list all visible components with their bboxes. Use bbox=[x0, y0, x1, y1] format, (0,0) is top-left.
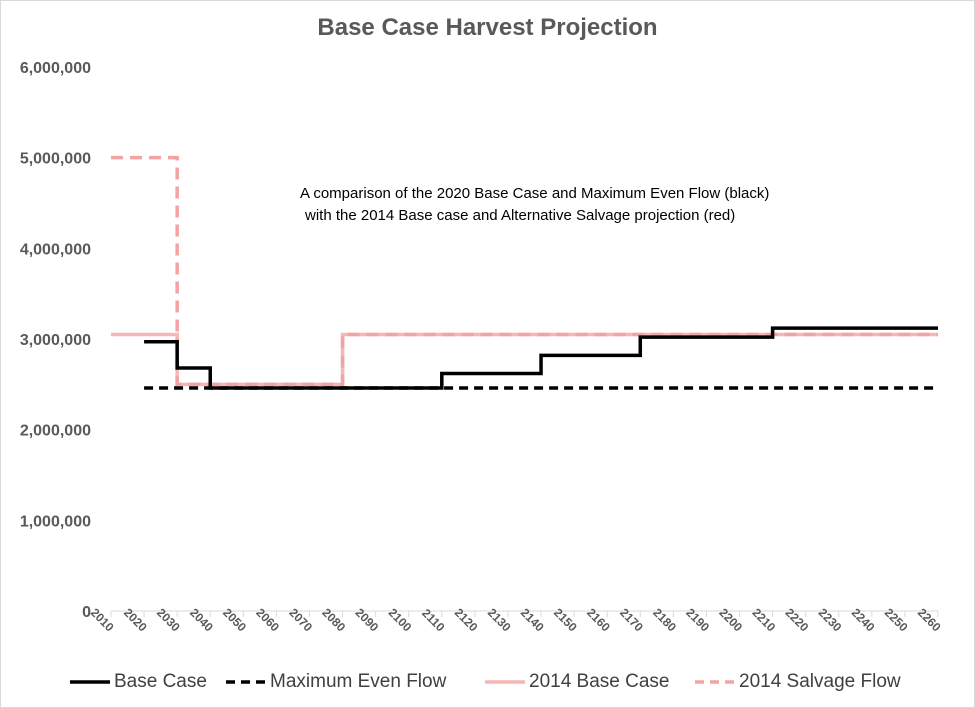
x-tick-label: 2150 bbox=[551, 606, 580, 635]
x-tick-label: 2160 bbox=[584, 606, 613, 635]
x-tick-label: 2090 bbox=[353, 606, 382, 635]
y-tick-label: 2,000,000 bbox=[20, 423, 91, 440]
legend-item: Maximum Even Flow bbox=[226, 664, 446, 700]
legend-label: 2014 Base Case bbox=[529, 671, 670, 692]
x-tick-label: 2020 bbox=[121, 606, 150, 635]
y-tick-label: 0 bbox=[82, 604, 91, 621]
x-tick-label: 2180 bbox=[650, 606, 679, 635]
x-tick-label: 2040 bbox=[187, 606, 216, 635]
y-tick-label: 5,000,000 bbox=[20, 151, 91, 168]
x-tick-label: 2190 bbox=[683, 606, 712, 635]
series-layer bbox=[111, 155, 938, 390]
annotation-line-2: with the 2014 Base case and Alternative … bbox=[305, 207, 736, 224]
legend-item: Base Case bbox=[70, 664, 207, 700]
x-tick-label: 2230 bbox=[816, 606, 845, 635]
x-tick-label: 2010 bbox=[88, 606, 117, 635]
y-tick-label: 4,000,000 bbox=[20, 241, 91, 258]
legend-swatch bbox=[695, 680, 735, 684]
legend-item: 2014 Base Case bbox=[485, 664, 670, 700]
x-tick-label: 2250 bbox=[882, 606, 911, 635]
chart-title: Base Case Harvest Projection bbox=[317, 14, 658, 41]
x-tick-label: 2050 bbox=[220, 606, 249, 635]
x-tick-label: 2210 bbox=[749, 606, 778, 635]
y-tick-label: 1,000,000 bbox=[20, 513, 91, 530]
x-tick-label: 2070 bbox=[286, 606, 315, 635]
y-tick-label: 3,000,000 bbox=[20, 332, 91, 349]
x-tick-label: 2140 bbox=[518, 606, 547, 635]
legend-swatch bbox=[485, 680, 525, 684]
y-tick-label: 6,000,000 bbox=[20, 60, 91, 77]
legend-label: Maximum Even Flow bbox=[270, 671, 447, 692]
chart-annotation: A comparison of the 2020 Base Case and M… bbox=[300, 183, 840, 227]
x-tick-label: 2120 bbox=[452, 606, 481, 635]
legend-label: 2014 Salvage Flow bbox=[739, 671, 901, 692]
x-tick-label: 2240 bbox=[849, 606, 878, 635]
x-tick-label: 2130 bbox=[485, 606, 514, 635]
x-tick-label: 2170 bbox=[617, 606, 646, 635]
legend-item: 2014 Salvage Flow bbox=[695, 664, 901, 700]
x-tick-label: 2060 bbox=[253, 606, 282, 635]
chart-plot: 0 1,000,000 2,000,000 3,000,000 4,000,000 5,0… bbox=[20, 60, 944, 635]
legend-label: Base Case bbox=[114, 671, 207, 692]
x-tick-label: 2100 bbox=[386, 606, 415, 635]
x-tick-label: 2260 bbox=[915, 606, 944, 635]
series-line-base-case bbox=[144, 326, 938, 390]
x-tick-label: 2220 bbox=[783, 606, 812, 635]
legend-swatch bbox=[70, 680, 110, 684]
x-tick-label: 2080 bbox=[319, 606, 348, 635]
chart-legend: Base Case Maximum Even Flow 2014 Base Case… bbox=[0, 664, 975, 700]
annotation-line-1: A comparison of the 2020 Base Case and M… bbox=[300, 185, 770, 202]
tick-labels: 0 1,000,000 2,000,000 3,000,000 4,000,000 5,0… bbox=[20, 60, 944, 635]
x-tick-label: 2110 bbox=[419, 606, 448, 635]
series-line-2014-base-case bbox=[111, 332, 938, 387]
legend-swatch bbox=[226, 680, 266, 684]
x-tick-label: 2030 bbox=[154, 606, 183, 635]
x-tick-label: 2200 bbox=[716, 606, 745, 635]
chart-axes bbox=[110, 610, 939, 617]
